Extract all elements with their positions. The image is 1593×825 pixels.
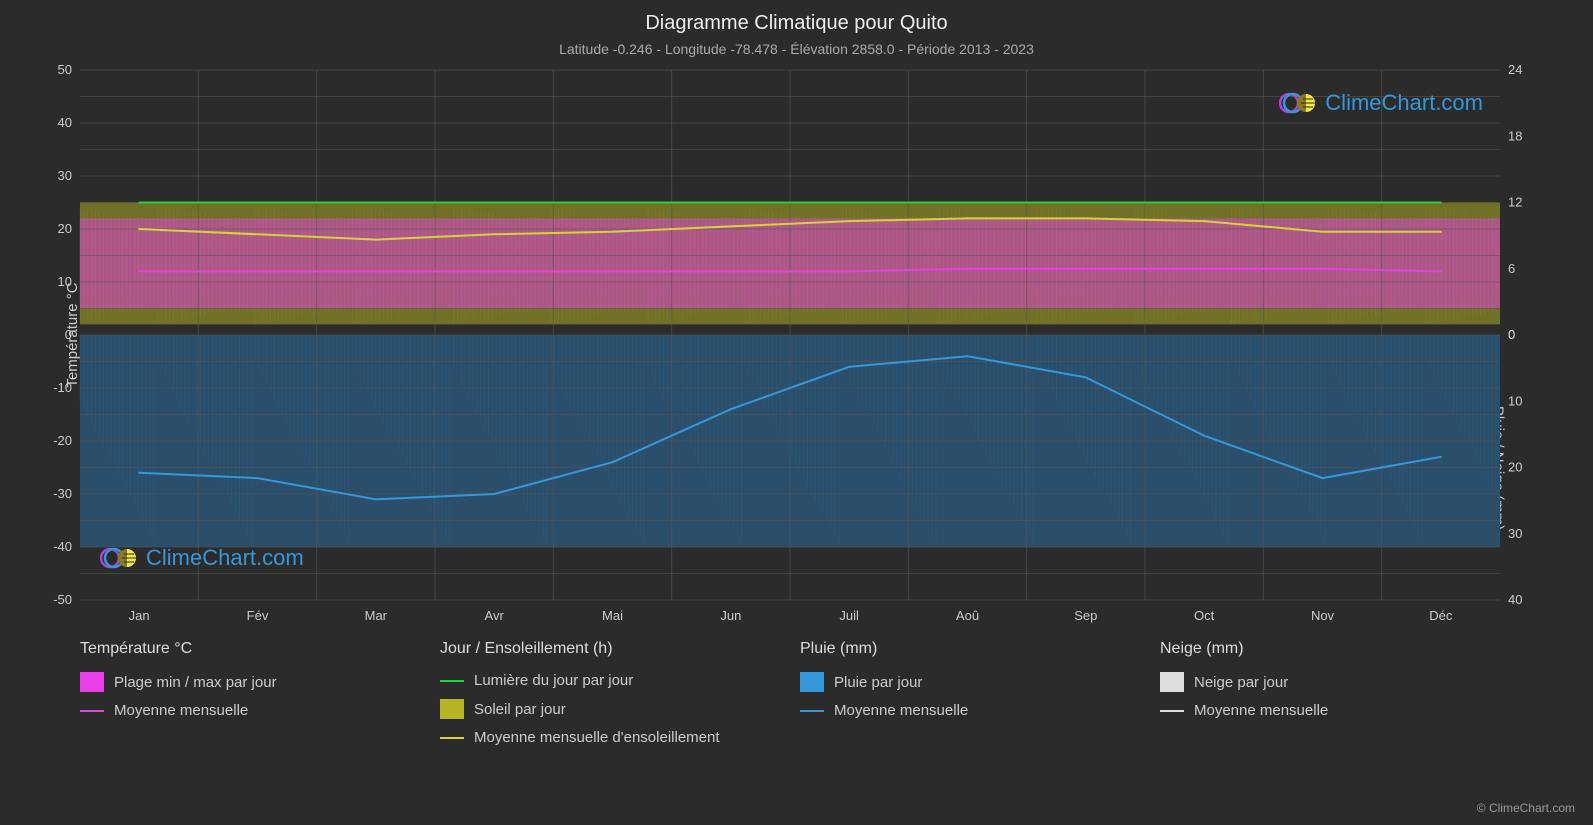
legend-label: Moyenne mensuelle: [834, 702, 968, 719]
svg-text:30: 30: [58, 168, 72, 183]
svg-text:Aoû: Aoû: [956, 608, 979, 623]
legend-item: Pluie par jour: [800, 672, 1140, 692]
svg-text:Juil: Juil: [839, 608, 859, 623]
svg-text:Sep: Sep: [1074, 608, 1097, 623]
footer-credit: © ClimeChart.com: [1477, 801, 1575, 815]
watermark-text: ClimeChart.com: [1325, 90, 1483, 116]
swatch-icon: [800, 672, 824, 692]
svg-text:40: 40: [58, 115, 72, 130]
logo-icon: [100, 545, 140, 571]
chart-title: Diagramme Climatique pour Quito: [0, 0, 1593, 35]
swatch-icon: [1160, 672, 1184, 692]
legend-label: Pluie par jour: [834, 674, 922, 691]
legend-label: Neige par jour: [1194, 674, 1288, 691]
legend-header: Pluie (mm): [800, 640, 1140, 658]
legend-item: Moyenne mensuelle: [800, 702, 1140, 719]
svg-text:10: 10: [1508, 393, 1522, 408]
svg-text:Oct: Oct: [1194, 608, 1215, 623]
legend-label: Moyenne mensuelle: [1194, 702, 1328, 719]
legend-col-temperature: Température °C Plage min / max par jour Mo…: [80, 640, 420, 746]
svg-text:20: 20: [58, 221, 72, 236]
svg-text:Mai: Mai: [602, 608, 623, 623]
line-icon: [440, 680, 464, 682]
legend-item: Moyenne mensuelle d'ensoleillement: [440, 729, 780, 746]
logo-icon: [1279, 90, 1319, 116]
svg-text:Jan: Jan: [129, 608, 150, 623]
legend-header: Température °C: [80, 640, 420, 658]
svg-text:Déc: Déc: [1429, 608, 1453, 623]
legend-header: Jour / Ensoleillement (h): [440, 640, 780, 658]
legend-item: Moyenne mensuelle: [1160, 702, 1500, 719]
svg-text:Jun: Jun: [720, 608, 741, 623]
svg-text:Fév: Fév: [247, 608, 269, 623]
svg-text:18: 18: [1508, 128, 1522, 143]
svg-text:-50: -50: [53, 592, 72, 607]
swatch-icon: [440, 699, 464, 719]
legend-label: Plage min / max par jour: [114, 674, 277, 691]
chart-subtitle: Latitude -0.246 - Longitude -78.478 - Él…: [0, 35, 1593, 57]
svg-text:Nov: Nov: [1311, 608, 1335, 623]
line-icon: [440, 737, 464, 739]
legend-col-snow: Neige (mm) Neige par jour Moyenne mensuell…: [1160, 640, 1500, 746]
swatch-icon: [80, 672, 104, 692]
line-icon: [1160, 710, 1184, 712]
legend: Température °C Plage min / max par jour Mo…: [80, 640, 1500, 746]
legend-label: Soleil par jour: [474, 701, 566, 718]
line-icon: [80, 710, 104, 712]
svg-text:Mar: Mar: [365, 608, 388, 623]
svg-text:30: 30: [1508, 526, 1522, 541]
svg-text:10: 10: [58, 274, 72, 289]
svg-text:50: 50: [58, 62, 72, 77]
svg-text:-30: -30: [53, 486, 72, 501]
svg-text:0: 0: [65, 327, 72, 342]
plot-svg: -50-40-30-20-100102030405006121824010203…: [80, 70, 1500, 600]
svg-text:40: 40: [1508, 592, 1522, 607]
legend-item: Soleil par jour: [440, 699, 780, 719]
chart-area: Température °C Jour / Ensoleillement (h)…: [80, 70, 1500, 600]
line-icon: [800, 710, 824, 712]
legend-item: Lumière du jour par jour: [440, 672, 780, 689]
watermark-top: ClimeChart.com: [1279, 90, 1483, 116]
svg-text:6: 6: [1508, 261, 1515, 276]
legend-item: Neige par jour: [1160, 672, 1500, 692]
svg-text:-20: -20: [53, 433, 72, 448]
legend-col-rain: Pluie (mm) Pluie par jour Moyenne mensuell…: [800, 640, 1140, 746]
legend-header: Neige (mm): [1160, 640, 1500, 658]
legend-label: Lumière du jour par jour: [474, 672, 633, 689]
svg-text:20: 20: [1508, 460, 1522, 475]
watermark-text: ClimeChart.com: [146, 545, 304, 571]
svg-text:Avr: Avr: [485, 608, 505, 623]
legend-col-daylight: Jour / Ensoleillement (h) Lumière du jour…: [440, 640, 780, 746]
svg-text:-40: -40: [53, 539, 72, 554]
watermark-bottom: ClimeChart.com: [100, 545, 304, 571]
svg-text:0: 0: [1508, 327, 1515, 342]
svg-text:-10: -10: [53, 380, 72, 395]
legend-label: Moyenne mensuelle d'ensoleillement: [474, 729, 720, 746]
legend-label: Moyenne mensuelle: [114, 702, 248, 719]
svg-text:12: 12: [1508, 195, 1522, 210]
legend-item: Moyenne mensuelle: [80, 702, 420, 719]
legend-item: Plage min / max par jour: [80, 672, 420, 692]
svg-text:24: 24: [1508, 62, 1522, 77]
